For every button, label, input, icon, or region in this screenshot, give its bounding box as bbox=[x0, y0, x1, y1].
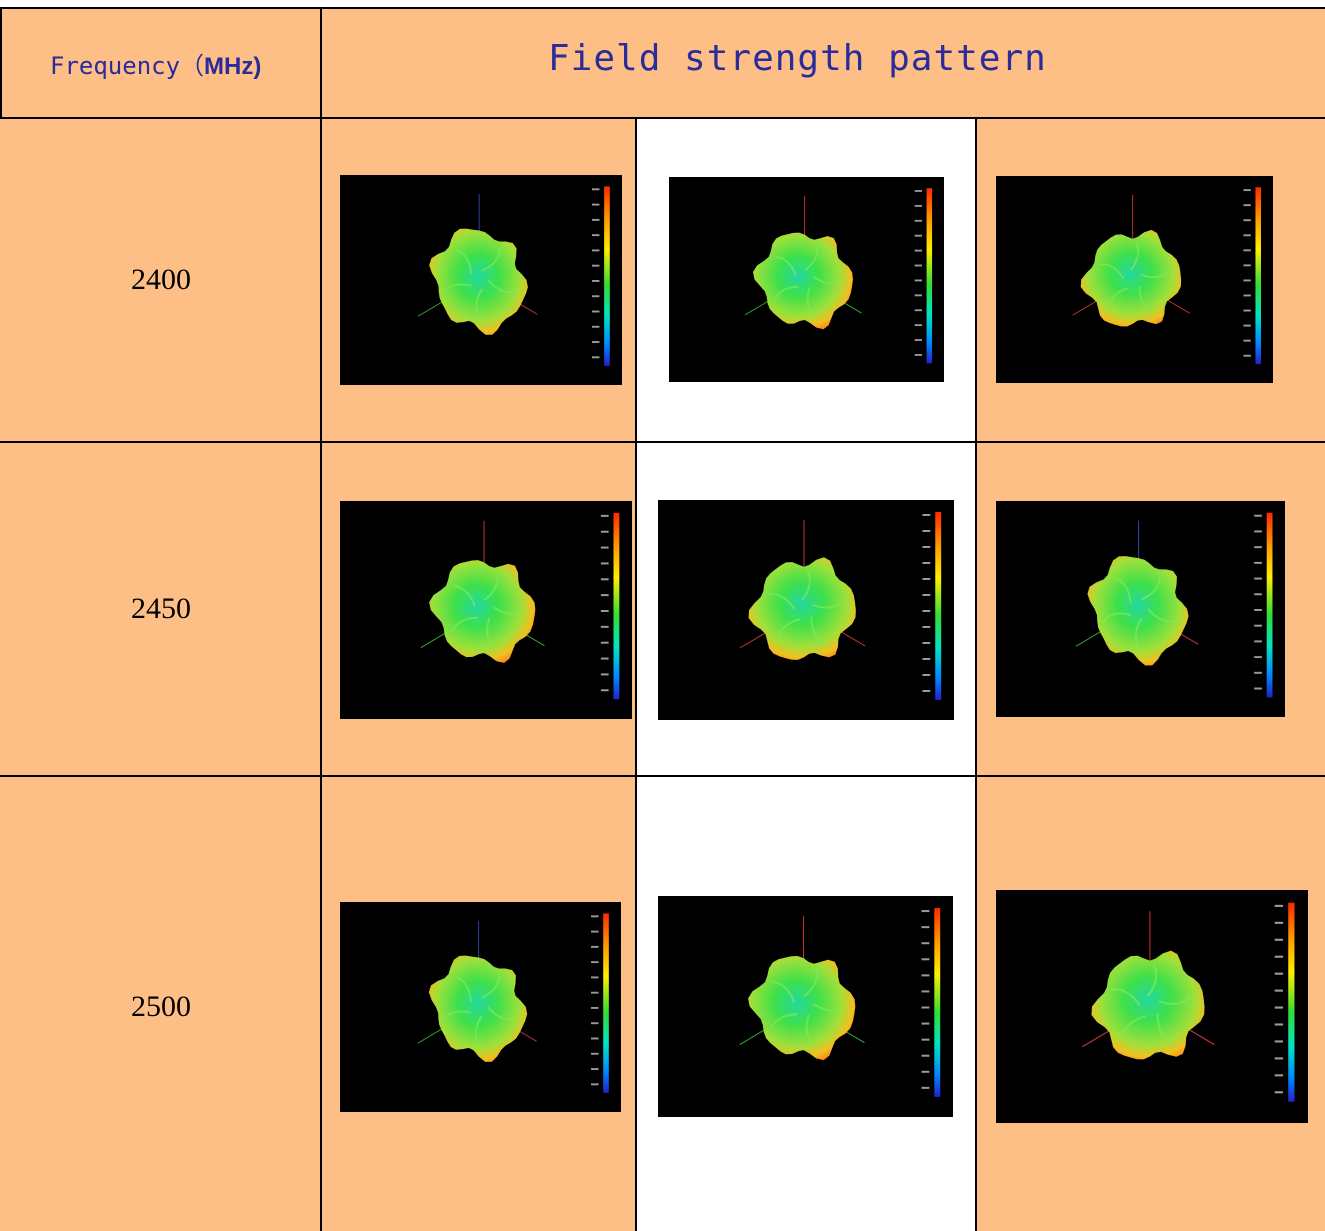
table-border-top bbox=[0, 7, 1325, 9]
row-divider bbox=[0, 441, 1325, 443]
3d-radiation-pattern-icon bbox=[669, 177, 944, 382]
3d-radiation-pattern-icon bbox=[996, 890, 1308, 1123]
3d-radiation-pattern-icon bbox=[658, 500, 954, 720]
row-divider bbox=[0, 117, 1325, 119]
row-divider bbox=[0, 775, 1325, 777]
column-divider bbox=[320, 7, 322, 1231]
header-frequency-cell: Frequency（MHz) bbox=[0, 8, 321, 118]
row-2500-frequency-cell: 2500 bbox=[0, 776, 321, 1231]
header-pattern-label: Field strength pattern bbox=[548, 38, 1047, 79]
frequency-value: 2400 bbox=[131, 263, 191, 296]
row-2400-frequency-cell: 2400 bbox=[0, 118, 321, 442]
header-pattern-cell: Field strength pattern bbox=[321, 8, 1325, 118]
frequency-value: 2500 bbox=[131, 990, 191, 1023]
3d-radiation-pattern-icon bbox=[340, 175, 622, 385]
3d-radiation-pattern-icon bbox=[996, 176, 1273, 383]
column-divider bbox=[975, 117, 977, 1231]
header-frequency-unit: MHz) bbox=[204, 53, 262, 80]
3d-radiation-pattern-icon bbox=[658, 896, 953, 1117]
header-frequency-label: Frequency（MHz) bbox=[50, 52, 262, 80]
column-divider bbox=[635, 117, 637, 1231]
3d-radiation-pattern-icon bbox=[340, 501, 632, 719]
row-2450-frequency-cell: 2450 bbox=[0, 442, 321, 776]
table-border-left bbox=[0, 7, 2, 118]
frequency-value: 2450 bbox=[131, 592, 191, 625]
3d-radiation-pattern-icon bbox=[996, 501, 1285, 717]
3d-radiation-pattern-icon bbox=[340, 902, 621, 1112]
